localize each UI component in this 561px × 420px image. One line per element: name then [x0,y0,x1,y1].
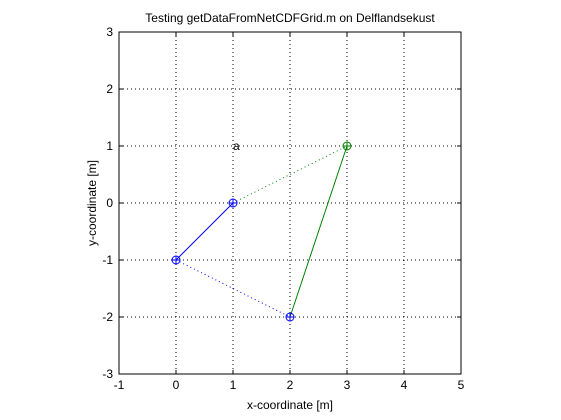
annotation-layer: a [233,139,240,153]
series-line-3 [289,145,348,318]
y-tick-label: 0 [106,196,113,210]
x-tick-label: 4 [401,378,408,392]
y-tick-label: 1 [106,139,113,153]
x-tick-label: 5 [458,378,465,392]
annotation-label: a [233,139,240,153]
y-axis-label: y-coordinate [m] [85,160,99,246]
chart-title: Testing getDataFromNetCDFGrid.m on Delfl… [145,11,435,25]
y-tick-label: -1 [102,253,113,267]
plot-area [119,32,461,374]
series-line-0 [175,202,234,261]
x-tick-label: 0 [173,378,180,392]
marker-layer [171,141,352,322]
x-tick-label: 1 [230,378,237,392]
x-tick-label: 2 [287,378,294,392]
y-tick-label: -2 [102,310,113,324]
data-point [285,312,295,322]
data-point [228,198,238,208]
data-point [342,141,352,151]
y-tick-label: 2 [106,82,113,96]
x-tick-label: -1 [114,378,125,392]
y-tick-label: -3 [102,367,113,381]
x-axis-label: x-coordinate [m] [247,398,333,412]
series-layer [175,145,348,318]
x-tick-label: 3 [344,378,351,392]
ticks: -1 0 1 2 3 4 5 -3 -2 -1 0 1 2 3 [102,25,464,392]
y-tick-label: 3 [106,25,113,39]
data-point [171,255,181,265]
